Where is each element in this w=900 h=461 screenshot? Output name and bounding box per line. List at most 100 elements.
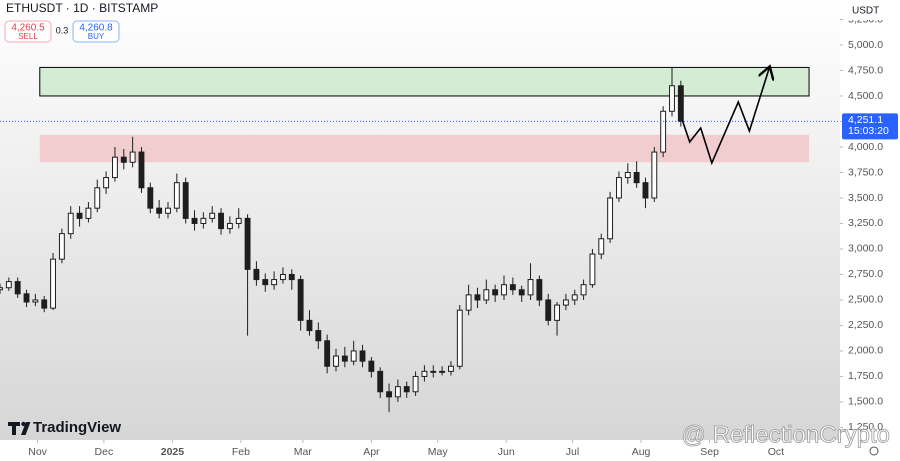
- y-tick-label: 4,000.0: [848, 141, 883, 153]
- candle-body: [669, 85, 675, 112]
- candle-body: [616, 177, 622, 199]
- candle-body: [41, 299, 48, 309]
- candle-body: [182, 182, 189, 219]
- zone: [39, 66, 810, 97]
- zone: [39, 134, 810, 163]
- buy-price: 4,260.8: [79, 23, 113, 34]
- candle-body: [377, 370, 384, 393]
- candle-body: [554, 304, 560, 321]
- x-tick-label: 2025: [161, 446, 185, 458]
- candle-body: [350, 350, 357, 362]
- y-tick-label: 3,250.0: [848, 217, 883, 229]
- y-tick-label: 5,000.0: [848, 39, 883, 51]
- x-tick-label: Aug: [632, 446, 651, 458]
- candle-body: [147, 187, 154, 209]
- candle-body: [324, 340, 331, 367]
- currency-box: [844, 2, 896, 20]
- candle-body: [253, 268, 260, 281]
- candle-body: [280, 273, 286, 281]
- settings-icon[interactable]: [869, 446, 879, 456]
- candle-body: [651, 151, 658, 199]
- candle-body: [394, 386, 401, 398]
- candle-body: [262, 279, 269, 286]
- candle-body: [562, 299, 569, 306]
- candle-body: [642, 182, 649, 199]
- candle-body: [501, 284, 507, 296]
- buy-button[interactable]: [72, 20, 120, 43]
- y-tick-label: 3,750.0: [848, 166, 883, 178]
- candle-body: [271, 279, 278, 286]
- candle-body: [315, 330, 322, 342]
- candle-body: [624, 171, 631, 179]
- y-tick-label: 3,500.0: [848, 192, 883, 204]
- candle-body: [32, 299, 39, 303]
- candle-body: [23, 293, 30, 303]
- y-tick-label: 2,500.0: [848, 294, 883, 306]
- candle-body: [518, 289, 525, 296]
- candle-body: [173, 182, 180, 209]
- candle-body: [403, 386, 410, 393]
- candle-body: [288, 273, 295, 281]
- x-tick-label: Apr: [363, 446, 380, 458]
- x-tick-label: Jul: [566, 446, 579, 458]
- candle-body: [580, 284, 587, 296]
- candle-body: [448, 365, 454, 372]
- x-tick-label: Mar: [294, 446, 313, 458]
- candle-body: [474, 294, 481, 301]
- last-price-box: [842, 113, 898, 140]
- candle-body: [359, 350, 366, 362]
- candle-body: [297, 279, 304, 321]
- y-tick-label: 4,500.0: [848, 90, 883, 102]
- candle-body: [85, 207, 92, 219]
- time-axis-background: [0, 440, 840, 461]
- sell-button[interactable]: [4, 20, 52, 43]
- sell-label: SELL: [18, 32, 38, 41]
- y-tick-label: 1,750.0: [848, 370, 883, 382]
- candle-body: [0, 287, 3, 291]
- candle-body: [58, 233, 65, 260]
- candle-body: [94, 187, 101, 209]
- candle-body: [598, 238, 605, 255]
- candle-body: [456, 309, 463, 367]
- candle-body: [483, 289, 490, 301]
- candle-body: [200, 217, 207, 224]
- y-tick-label: 2,250.0: [848, 319, 883, 331]
- candle-body: [412, 375, 419, 393]
- candle-body: [536, 279, 543, 301]
- candle-body: [492, 289, 499, 296]
- y-tick-label: 1,250.0: [848, 421, 883, 433]
- x-tick-label: Sep: [700, 446, 719, 458]
- candle-body: [509, 284, 516, 291]
- candle-body: [465, 294, 472, 311]
- candle-body: [244, 217, 251, 270]
- candle-body: [218, 212, 224, 230]
- brand-logo: [8, 421, 31, 435]
- buy-label: BUY: [88, 32, 105, 41]
- x-tick-label: Dec: [95, 446, 114, 458]
- candle-body: [103, 177, 110, 189]
- x-tick-label: May: [428, 446, 449, 458]
- candle-body: [209, 212, 216, 219]
- candle-body: [120, 156, 127, 163]
- candle-body: [5, 281, 12, 289]
- candle-body: [226, 222, 233, 230]
- currency: USDT: [852, 6, 879, 17]
- plot-background: [0, 0, 840, 440]
- candle-body: [421, 370, 428, 377]
- y-tick-label: 4,750.0: [848, 64, 883, 76]
- candle-body: [607, 197, 614, 240]
- candle-body: [589, 253, 596, 286]
- price-axis-background: [840, 0, 900, 461]
- watermark: @ ReflectionCrypto: [682, 421, 890, 448]
- candle-body: [430, 370, 437, 373]
- candle-body: [306, 319, 313, 332]
- x-tick-label: Jun: [498, 446, 515, 458]
- candle-body: [571, 294, 578, 301]
- chart-title: ETHUSDT · 1D · BITSTAMP: [6, 1, 158, 15]
- candle-body: [386, 391, 392, 398]
- brand: TradingView: [33, 419, 121, 436]
- candle-body: [527, 279, 534, 296]
- candles: [0, 67, 684, 413]
- y-tick-label: 1,500.0: [848, 396, 883, 408]
